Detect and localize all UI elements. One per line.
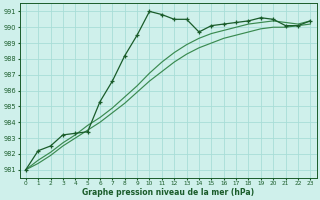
X-axis label: Graphe pression niveau de la mer (hPa): Graphe pression niveau de la mer (hPa) — [82, 188, 254, 197]
